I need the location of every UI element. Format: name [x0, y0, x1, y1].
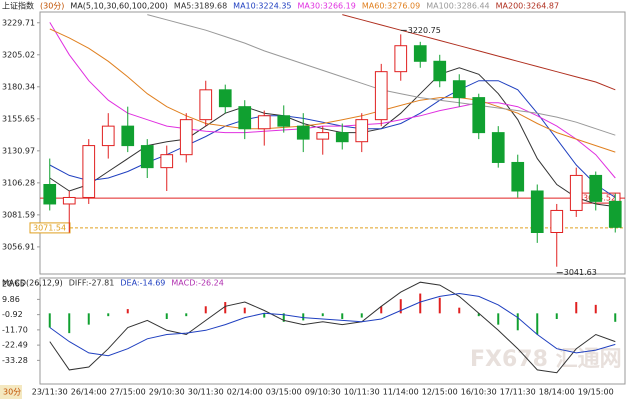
- x-tick-label: 18/14:00: [539, 388, 575, 397]
- macd-panel: [39, 277, 626, 385]
- x-tick-label: 16/10:30: [461, 388, 497, 397]
- legend-entry: MACD(26,12,9): [2, 279, 63, 288]
- x-tick-label: 03/15:00: [266, 388, 302, 397]
- ma-line: [49, 22, 616, 179]
- candle-body: [472, 97, 486, 134]
- candle-body: [374, 71, 388, 121]
- candle-body: [43, 184, 57, 205]
- candle-body: [121, 125, 135, 147]
- ma-line: [49, 28, 616, 153]
- candle-body: [179, 119, 193, 156]
- legend-entry: DIFF:-27.81: [69, 279, 115, 288]
- y-tick-label: 3130.97: [2, 146, 35, 155]
- candle-body: [335, 132, 349, 143]
- legend-entry: MA(5,10,30,60,100,200): [70, 2, 168, 11]
- candle-body: [491, 132, 505, 163]
- x-tick-label: 23/11:30: [32, 388, 68, 397]
- legend-entry: DEA:-14.69: [120, 279, 165, 288]
- legend-entry: MA200:3264.87: [496, 2, 559, 11]
- candle-body: [394, 45, 408, 73]
- candle-body: [238, 106, 252, 130]
- candle-body: [589, 174, 603, 202]
- candle-body: [355, 119, 369, 143]
- candle-body: [511, 161, 525, 192]
- period-label: 30分: [3, 388, 21, 397]
- y-tick-label: 3081.59: [2, 210, 35, 219]
- candle-body: [218, 89, 232, 108]
- y-tick-label: 3155.65: [2, 114, 35, 123]
- annotation: 3220.75: [408, 26, 441, 35]
- candle-body: [277, 115, 291, 127]
- y-tick-label: -11.70: [2, 325, 28, 334]
- y-tick-label: 3106.28: [2, 178, 35, 187]
- legend-entry: MA60:3276.09: [362, 2, 420, 11]
- level-box: [29, 222, 71, 234]
- candle-body: [413, 45, 427, 62]
- candle-body: [82, 145, 96, 198]
- y-tick-label: 3056.91: [2, 242, 35, 251]
- ma-line: [342, 14, 616, 91]
- x-tick-label: 26/14:00: [71, 388, 107, 397]
- x-tick-label: 11/14:00: [383, 388, 419, 397]
- y-tick-label: -0.92: [2, 310, 23, 319]
- candle-body: [433, 60, 447, 82]
- y-tick-label: -22.49: [2, 341, 28, 350]
- legend-entry: 上证指数: [2, 1, 34, 11]
- x-tick-label: 17/11:30: [500, 388, 536, 397]
- level-label: 3071.54: [33, 223, 66, 232]
- ma-line: [49, 281, 616, 374]
- candle-body: [316, 132, 330, 140]
- annotation: 3041.63: [564, 268, 597, 277]
- y-tick-label: 3180.34: [2, 82, 35, 91]
- candle-body: [101, 125, 115, 147]
- y-tick-label: 20.65: [2, 280, 25, 289]
- legend-entry: MA10:3224.35: [233, 2, 291, 11]
- legend-entry: (30分): [40, 2, 64, 11]
- x-tick-label: 10/11:30: [344, 388, 380, 397]
- y-tick-label: 3205.02: [2, 50, 35, 59]
- ma-line: [49, 292, 616, 357]
- x-tick-label: 12/15:00: [422, 388, 458, 397]
- candle-body: [199, 89, 213, 121]
- y-tick-label: -33.28: [2, 356, 28, 365]
- y-tick-label: 9.86: [2, 295, 20, 304]
- x-tick-label: 02/14:00: [227, 388, 263, 397]
- x-tick-label: 09/10:30: [305, 388, 341, 397]
- candle-body: [257, 115, 271, 130]
- main-panel: [39, 11, 626, 275]
- candle-body: [62, 196, 76, 205]
- candle-body: [452, 80, 466, 99]
- legend-entry: MA30:3266.19: [298, 2, 356, 11]
- legend-entry: MACD:-26.24: [171, 279, 223, 288]
- legend-entry: MA100:3286.44: [426, 2, 489, 11]
- candle-body: [530, 190, 544, 233]
- candle-body: [608, 200, 622, 228]
- legend-entry: MA5:3189.68: [174, 2, 227, 11]
- y-tick-label: 3229.71: [2, 18, 35, 27]
- candle-body: [140, 145, 154, 169]
- x-tick-label: 27/15:00: [110, 388, 146, 397]
- x-tick-label: 19/15:00: [578, 388, 614, 397]
- candle-body: [569, 174, 583, 211]
- candle-body: [550, 209, 564, 233]
- x-tick-label: 29/10:30: [149, 388, 185, 397]
- x-tick-label: 30/11:30: [188, 388, 224, 397]
- candle-body: [296, 125, 310, 140]
- candle-body: [160, 154, 174, 169]
- period-box: [0, 385, 22, 399]
- watermark: FX678 汇通网: [470, 347, 622, 372]
